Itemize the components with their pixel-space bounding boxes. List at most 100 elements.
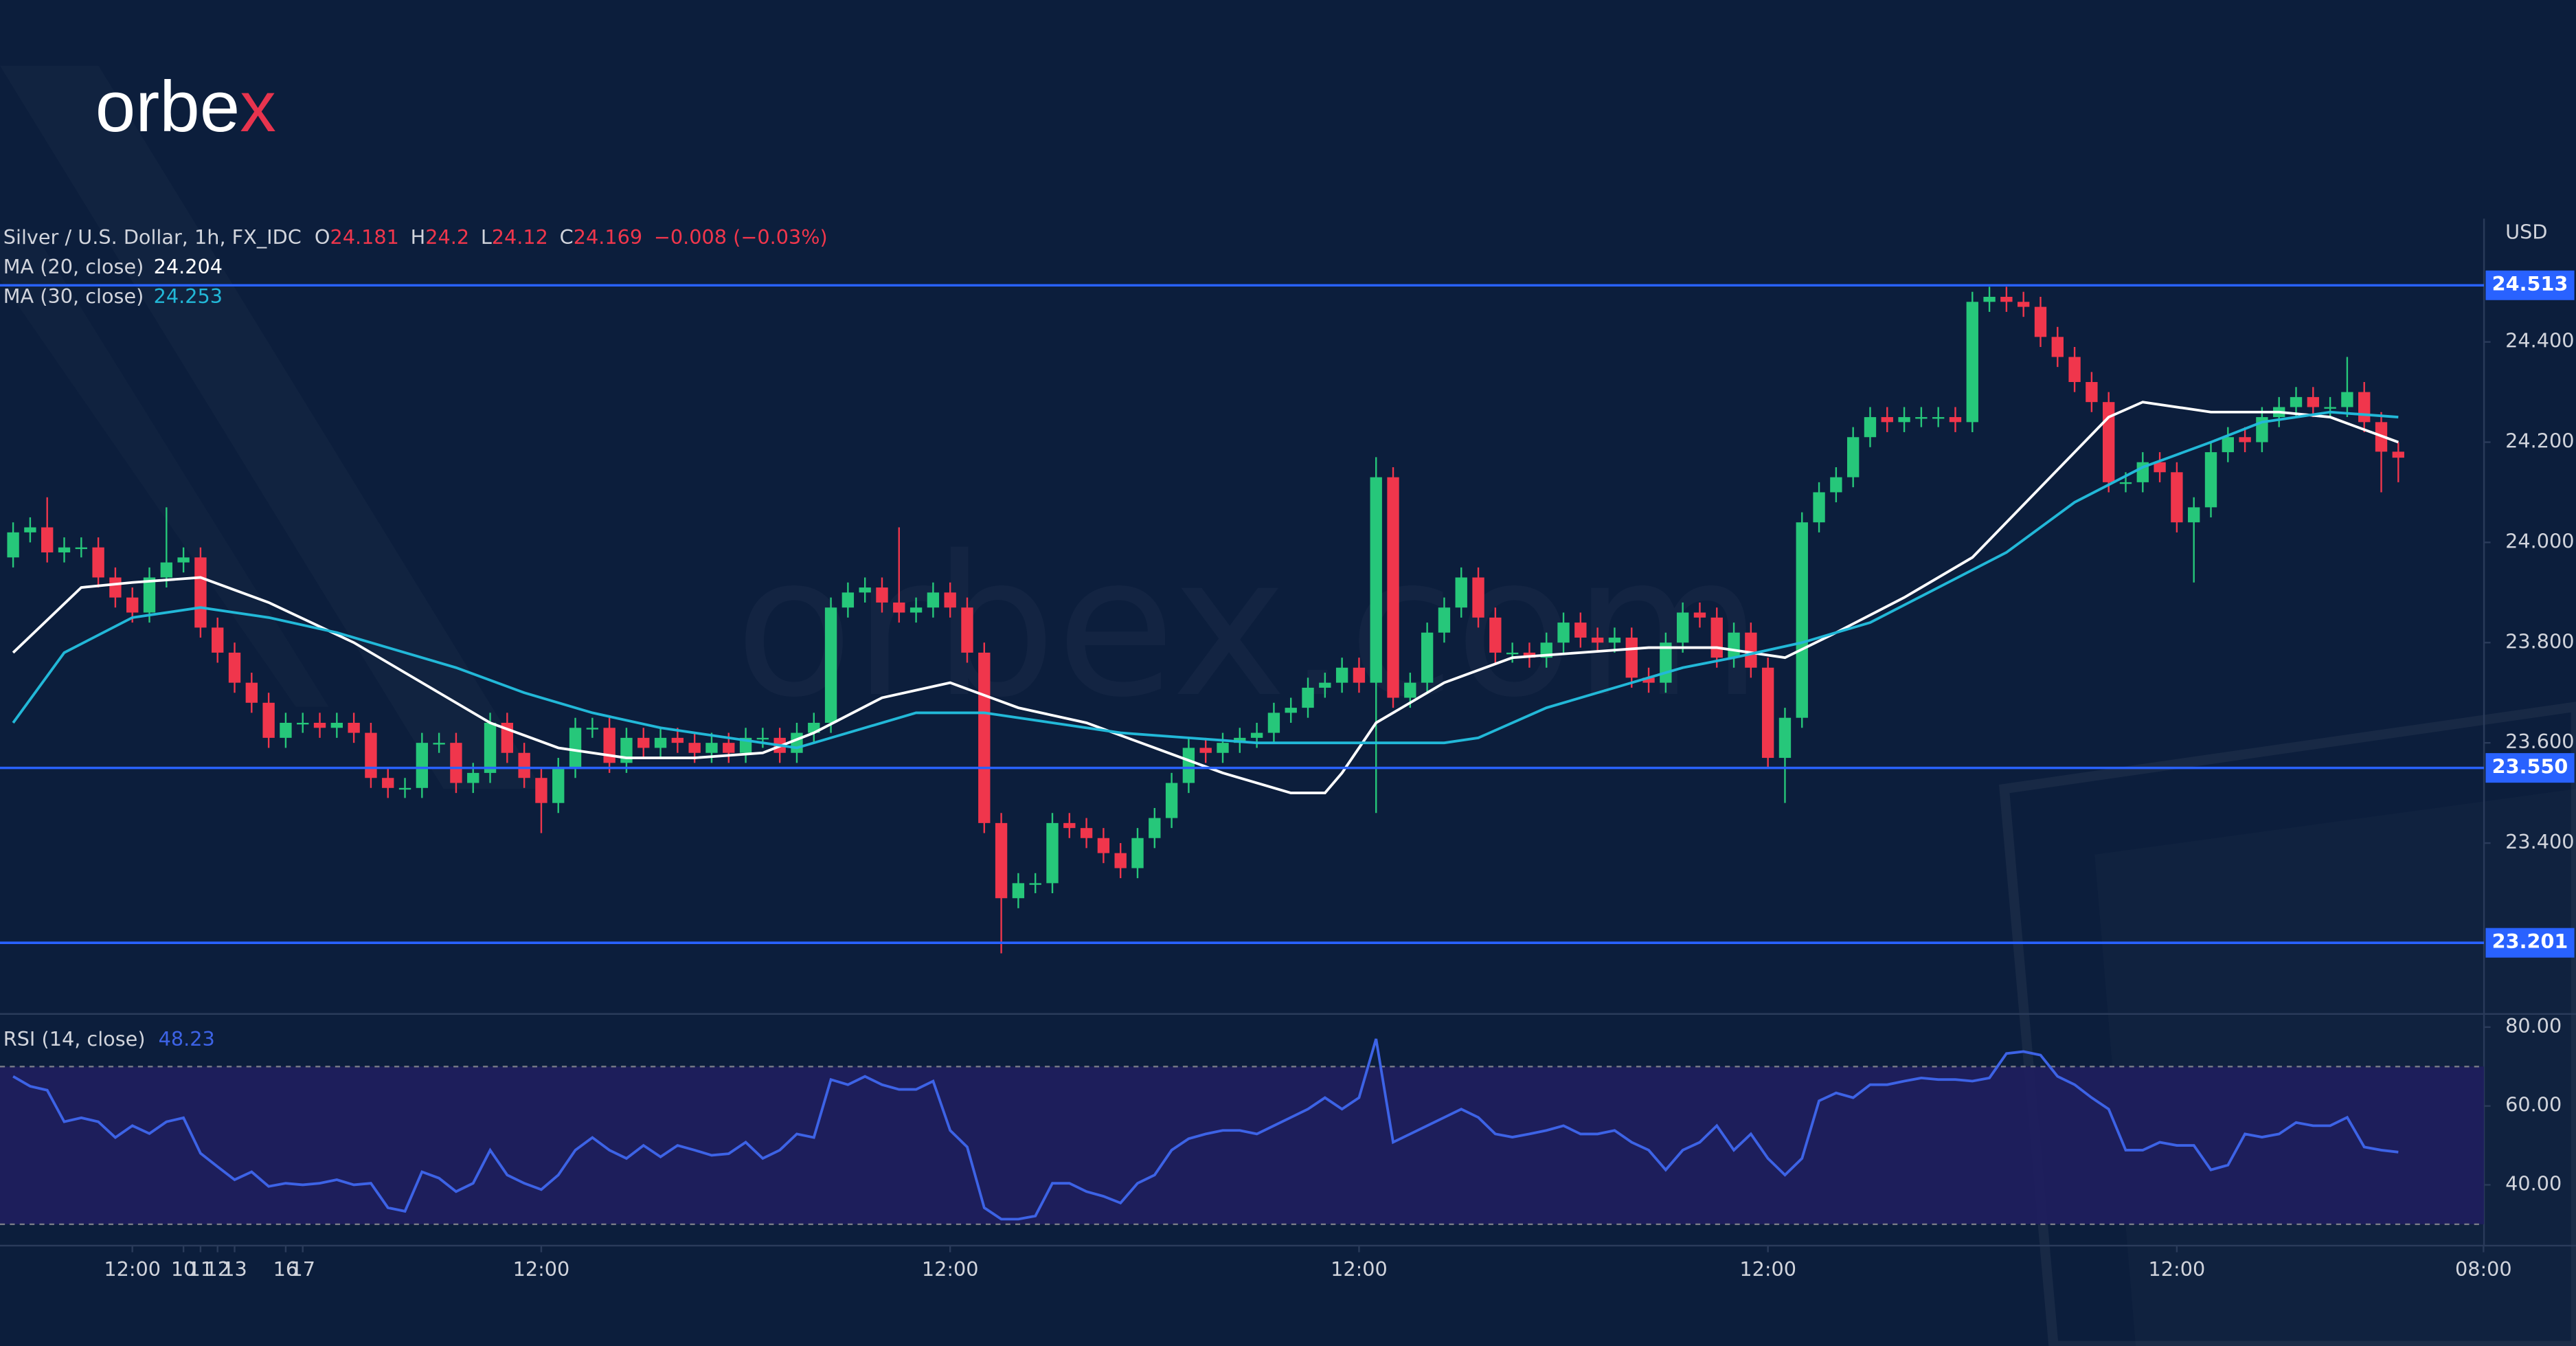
level-tag	[2485, 928, 2575, 958]
candle-body	[961, 607, 973, 653]
ohlc-label: L	[481, 225, 492, 249]
candle-body	[1370, 477, 1382, 683]
y-tick-label: 23.400	[2505, 830, 2574, 853]
x-tick-label: 10	[171, 1257, 196, 1281]
x-tick-label: 16	[273, 1257, 299, 1281]
candle-body	[1404, 682, 1416, 698]
candle-body	[2068, 357, 2081, 383]
candle-body	[160, 562, 172, 578]
candle-body	[58, 547, 71, 552]
price-panel	[7, 287, 2404, 954]
candle-body	[41, 527, 54, 552]
candle-body	[893, 602, 905, 613]
candle-body	[1932, 417, 1945, 419]
symbol: Silver / U.S. Dollar, 1h, FX_IDC	[3, 225, 302, 249]
candle-body	[1642, 677, 1655, 683]
candle-body	[824, 607, 837, 723]
candle-body	[7, 532, 19, 558]
candle-body	[75, 547, 87, 550]
candle-body	[1387, 477, 1399, 698]
candle-body	[2154, 462, 2166, 473]
level-label: 23.550	[2492, 755, 2568, 778]
candle-body	[484, 722, 497, 773]
candle-body	[1165, 783, 1178, 818]
legend-name: MA (30, close)	[3, 284, 144, 308]
series-line	[12, 410, 2399, 750]
candle-body	[2324, 407, 2336, 409]
y-tick-label: 24.200	[2505, 429, 2574, 453]
x-tick-label: 12:00	[1331, 1257, 1388, 1281]
candle-body	[177, 557, 190, 563]
candle-body	[1693, 612, 1706, 618]
candle-body	[1489, 617, 1502, 653]
candle-body	[1097, 838, 1110, 853]
y-tick-label: 23.600	[2505, 730, 2574, 753]
candle-body	[416, 743, 429, 788]
candle-body	[330, 722, 343, 728]
candle-body	[280, 722, 292, 738]
candle-body	[1267, 713, 1280, 733]
legend-name: MA (20, close)	[3, 255, 144, 278]
watermark: orbex.com	[735, 514, 1763, 740]
candle-body	[1625, 637, 1638, 678]
candle-body	[2103, 402, 2115, 482]
legend-value: 24.253	[154, 284, 223, 308]
candle-body	[194, 557, 207, 628]
level-tag	[2485, 753, 2575, 783]
candle-body	[1761, 667, 1774, 759]
candle-body	[1080, 828, 1093, 838]
candle-body	[2034, 306, 2047, 337]
candle-body	[313, 722, 326, 728]
x-tick-label: 17	[290, 1257, 315, 1281]
y-tick-label: 23.800	[2505, 629, 2574, 653]
candle-body	[109, 577, 122, 598]
candle-body	[1557, 622, 1570, 643]
candle-body	[2119, 482, 2132, 484]
candle-body	[1353, 667, 1366, 683]
candle-body	[688, 743, 701, 753]
candle-body	[1046, 822, 1059, 884]
x-tick-label: 12:00	[104, 1257, 161, 1281]
ohlc-value: 24.2	[425, 225, 469, 249]
legend-value: 48.23	[159, 1027, 215, 1051]
candle-body	[859, 587, 871, 593]
ohlc-value: 24.12	[492, 225, 548, 249]
candle-body	[1778, 717, 1792, 759]
candle-body	[24, 527, 36, 532]
candle-body	[2341, 392, 2353, 407]
candle-body	[1949, 417, 1962, 423]
candle-body	[1335, 667, 1348, 683]
ohlc-value: 24.169	[574, 225, 642, 249]
candle-body	[126, 597, 139, 613]
candle-body	[552, 767, 565, 803]
logo-accent: x	[240, 67, 276, 147]
candle-body	[1285, 708, 1297, 713]
candle-body	[297, 722, 309, 725]
x-tick-label: 13	[222, 1257, 247, 1281]
candle-body	[1182, 748, 1195, 783]
candle-body	[1319, 682, 1331, 688]
candle-body	[1217, 743, 1229, 753]
candle-body	[1438, 607, 1451, 633]
candle-body	[841, 592, 855, 608]
candle-body	[1745, 632, 1757, 668]
candle-body	[2307, 396, 2319, 407]
candle-body	[382, 778, 394, 788]
candle-body	[2222, 437, 2234, 453]
candle-body	[1063, 822, 1076, 829]
candle-body	[637, 737, 650, 748]
candle-body	[1114, 853, 1127, 868]
legend-name: RSI (14, close)	[3, 1027, 146, 1051]
candle-body	[944, 592, 956, 608]
series-line	[12, 401, 2399, 794]
y-tick-label: 24.000	[2505, 529, 2574, 552]
candle-body	[467, 772, 479, 783]
rsi-panel	[0, 1038, 2485, 1226]
y-tick-label: 40.00	[2505, 1171, 2562, 1195]
candle-body	[2290, 396, 2303, 407]
candle-body	[518, 752, 530, 778]
candle-body	[398, 787, 411, 790]
x-tick-label: 12	[205, 1257, 230, 1281]
candle-body	[654, 737, 667, 748]
candle-body	[433, 743, 445, 745]
